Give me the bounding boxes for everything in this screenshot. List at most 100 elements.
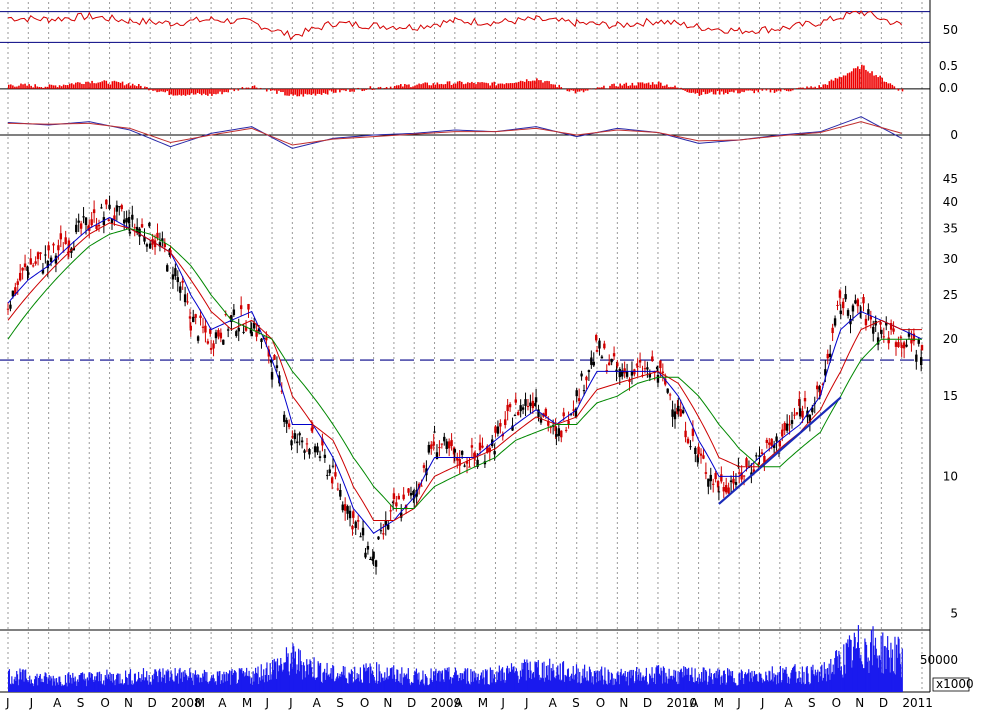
candle-body xyxy=(257,328,261,332)
momentum-bar xyxy=(836,78,839,89)
volume-bar xyxy=(142,679,144,692)
momentum-bar xyxy=(830,79,833,89)
volume-bar xyxy=(451,677,453,692)
momentum-bar xyxy=(584,88,587,91)
volume-bar xyxy=(457,674,459,692)
candle-body xyxy=(564,429,568,431)
candle-body xyxy=(122,219,126,224)
candle-body xyxy=(318,456,322,458)
price-panel xyxy=(0,195,930,575)
volume-bar xyxy=(711,679,713,692)
candle-body xyxy=(560,430,563,438)
volume-bar xyxy=(332,666,335,692)
volume-bar xyxy=(747,672,749,692)
candle-body xyxy=(529,402,532,407)
volume-bar xyxy=(436,680,438,692)
volume-bar xyxy=(10,684,12,692)
volume-bar xyxy=(783,672,785,692)
momentum-bar xyxy=(286,88,288,96)
momentum-bar xyxy=(284,88,286,96)
volume-bar xyxy=(898,638,900,692)
momentum-bar xyxy=(196,88,199,93)
momentum-bar xyxy=(278,88,280,91)
volume-bar xyxy=(389,668,392,692)
candle-body xyxy=(793,414,796,416)
volume-bar xyxy=(421,679,423,692)
momentum-bar xyxy=(499,83,502,89)
month-label: A xyxy=(218,696,227,710)
candle-body xyxy=(212,343,215,349)
momentum-bar xyxy=(609,85,611,89)
volume-bar xyxy=(402,684,404,692)
volume-bar xyxy=(191,680,193,692)
momentum-bar xyxy=(854,68,857,89)
candle-body xyxy=(699,453,703,456)
volume-bar xyxy=(302,662,305,692)
volume-bar xyxy=(77,679,79,692)
volume-bar xyxy=(646,681,648,692)
volume-bar xyxy=(137,679,139,692)
volume-bar xyxy=(251,684,253,692)
candle-body xyxy=(826,353,829,359)
volume-bar xyxy=(479,679,481,692)
volume-bar xyxy=(260,664,262,692)
momentum-bar xyxy=(761,88,764,91)
momentum-bar xyxy=(406,84,408,89)
candle-body xyxy=(377,536,380,540)
volume-bar xyxy=(746,673,748,692)
candle-body xyxy=(232,309,236,316)
candle-body xyxy=(14,287,17,295)
volume-bar xyxy=(65,682,67,692)
volume-bar xyxy=(734,682,736,692)
volume-bar xyxy=(730,671,732,692)
volume-bar xyxy=(838,650,840,692)
volume-bar xyxy=(856,648,858,692)
volume-bar xyxy=(412,682,414,692)
volume-bar xyxy=(166,672,168,692)
volume-bar xyxy=(524,662,526,692)
volume-bar xyxy=(532,671,535,692)
volume-bar xyxy=(536,661,538,692)
volume-bar xyxy=(405,674,407,692)
momentum-bar xyxy=(270,88,272,91)
volume-bar xyxy=(592,676,594,692)
momentum-bar xyxy=(373,88,376,90)
momentum-bar xyxy=(743,88,745,93)
volume-bar xyxy=(350,669,353,692)
volume-bar xyxy=(475,680,478,692)
candle-body xyxy=(920,345,924,351)
volume-bar xyxy=(107,678,109,692)
momentum-bar xyxy=(26,85,28,89)
momentum-bar xyxy=(869,73,871,89)
candle-body xyxy=(897,342,900,347)
volume-bar xyxy=(803,671,805,692)
volume-bar xyxy=(17,685,19,692)
volume-bar xyxy=(841,674,843,692)
volume-bar xyxy=(116,674,118,692)
volume-bar xyxy=(770,679,773,692)
momentum-bar xyxy=(491,82,494,89)
volume-bar xyxy=(152,679,154,692)
volume-bar xyxy=(73,681,76,692)
momentum-bar xyxy=(221,88,223,95)
momentum-bar xyxy=(704,88,707,95)
volume-bar xyxy=(901,648,903,692)
volume-bar xyxy=(817,669,819,692)
candle-body xyxy=(470,445,474,448)
volume-bar xyxy=(516,671,518,692)
momentum-bar xyxy=(757,88,760,93)
volume-bar xyxy=(518,682,520,692)
candle-body xyxy=(84,217,88,226)
volume-bar xyxy=(733,678,735,692)
volume-bar xyxy=(865,644,868,692)
volume-bar xyxy=(302,679,304,692)
candle-body xyxy=(313,446,317,453)
candle-body xyxy=(6,308,10,310)
volume-bar xyxy=(75,681,77,692)
candle-body xyxy=(785,423,789,431)
momentum-bar xyxy=(808,87,810,89)
candle-body xyxy=(910,338,913,344)
volume-bar xyxy=(610,672,613,692)
volume-bar xyxy=(488,684,490,692)
volume-bar xyxy=(612,685,614,692)
